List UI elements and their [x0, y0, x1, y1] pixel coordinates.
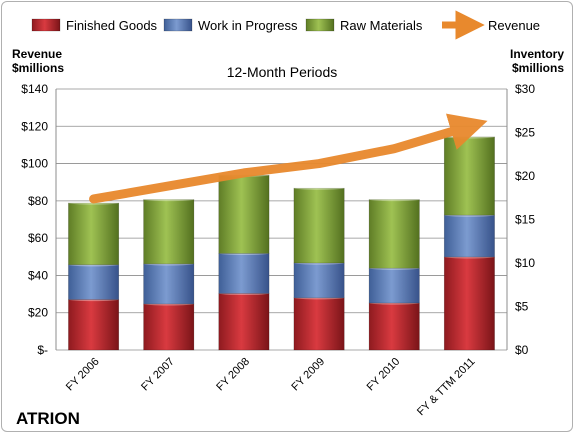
left-axis-title-line2: $millions [12, 61, 64, 75]
legend-label: Finished Goods [66, 18, 158, 33]
company-name: ATRION [16, 409, 80, 428]
category-label: FY 2009 [289, 356, 327, 394]
category-label: FY 2010 [365, 356, 403, 394]
legend-label: Work in Progress [198, 18, 298, 33]
bar-segment [218, 293, 270, 351]
right-tick-label: $30 [515, 82, 535, 96]
left-tick-label: $100 [21, 157, 48, 171]
left-tick-label: $80 [28, 194, 48, 208]
bar-segment [143, 263, 195, 305]
bar-segment [293, 262, 345, 299]
bar-segment [443, 214, 495, 258]
bar-segment [368, 199, 420, 269]
left-tick-label: $40 [28, 268, 48, 282]
category-label: FY 2008 [214, 356, 252, 394]
right-tick-label: $15 [515, 213, 535, 227]
right-tick-label: $5 [515, 300, 529, 314]
legend-label: Revenue [488, 18, 540, 33]
category-label: FY 2007 [139, 356, 177, 394]
axis-titles: Revenue $millions Inventory $millions 12… [12, 47, 564, 80]
legend-swatch [163, 18, 193, 32]
bar-segment [143, 303, 195, 351]
bar-segment-top [293, 186, 345, 190]
left-tick-label: $120 [21, 119, 48, 133]
right-tick-label: $20 [515, 169, 535, 183]
left-tick-label: $140 [21, 82, 48, 96]
right-tick-label: $25 [515, 126, 535, 140]
bar-segment [293, 187, 345, 264]
bar-segment [443, 256, 495, 351]
bars [68, 135, 495, 351]
left-tick-label: $20 [28, 306, 48, 320]
bar-segment [143, 199, 195, 265]
bar-segment [68, 202, 120, 266]
left-tick-label: $60 [28, 231, 48, 245]
category-label: FY & TTM 2011 [415, 356, 478, 419]
legend-swatch [305, 18, 335, 32]
bar-segment [293, 297, 345, 351]
bar-segment [443, 136, 495, 216]
bar-segment [368, 302, 420, 351]
right-axis-title-line2: $millions [512, 61, 564, 75]
chart-subtitle: 12-Month Periods [227, 64, 338, 80]
revenue-line-path [89, 113, 488, 204]
bar-segment [368, 267, 420, 304]
bar-segment [218, 253, 270, 294]
bar-segment [68, 264, 120, 300]
right-tick-label: $0 [515, 343, 529, 357]
category-label: FY 2006 [64, 356, 102, 394]
right-axis-title-line1: Inventory [510, 47, 564, 61]
bar-segment [68, 299, 120, 351]
right-tick-label: $10 [515, 256, 535, 270]
bar-segment [218, 174, 270, 254]
legend: Finished Goods Work in Progress Raw Materi… [31, 10, 540, 40]
bar-segment-top [369, 197, 420, 202]
gridlines [56, 88, 507, 351]
legend-swatch [31, 18, 61, 32]
legend-label: Raw Materials [340, 18, 423, 33]
left-axis-title-line1: Revenue [12, 47, 62, 61]
revenue-line [89, 113, 488, 204]
bar-segment-top [143, 197, 194, 202]
left-tick-label: $- [37, 343, 48, 357]
